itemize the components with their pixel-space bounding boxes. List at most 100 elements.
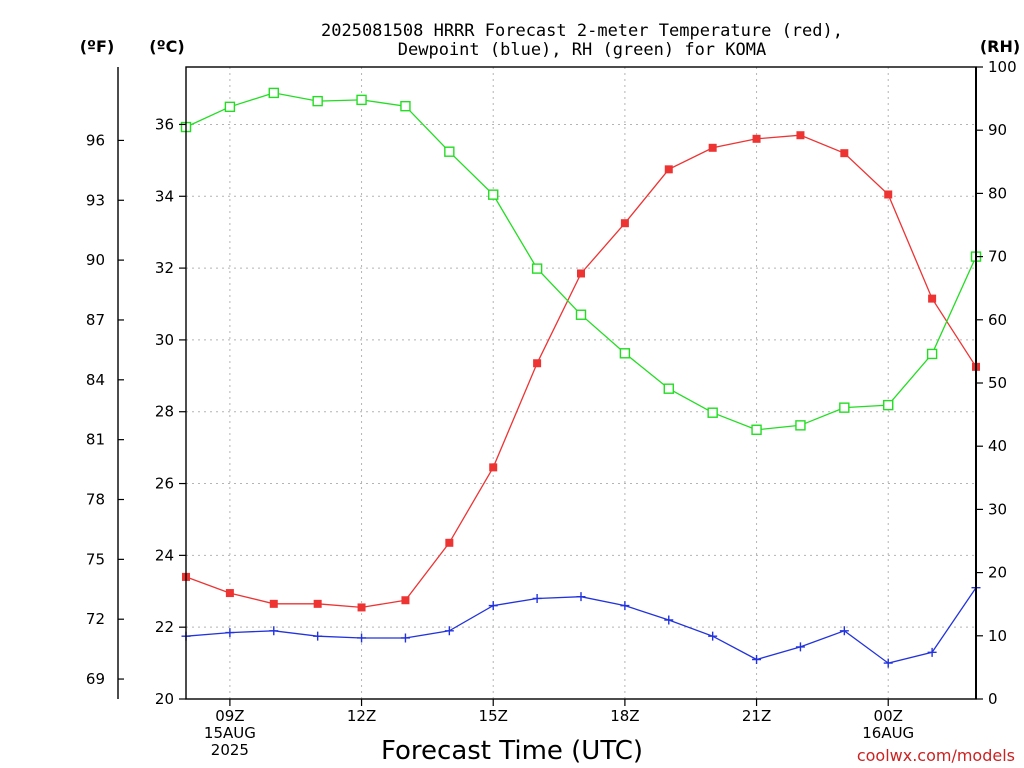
- temperature-point: [577, 269, 585, 278]
- fahrenheit-unit-label: (ºF): [80, 37, 115, 56]
- celsius-tick-label: 26: [155, 475, 174, 493]
- x-tick-label: 2025: [211, 741, 249, 759]
- x-tick-label: 15Z: [479, 707, 508, 725]
- rh-point: [444, 146, 455, 157]
- rh-tick-label: 100: [988, 58, 1017, 76]
- fahrenheit-tick-label: 75: [86, 550, 105, 568]
- celsius-tick-label: 28: [155, 403, 174, 421]
- rh-tick-label: 50: [988, 374, 1007, 392]
- celsius-tick-label: 20: [155, 690, 174, 708]
- rh-point: [488, 189, 499, 200]
- temperature-point: [664, 165, 673, 174]
- dewpoint-point: [664, 615, 674, 625]
- temperature-point: [884, 190, 893, 199]
- dewpoint-point: [883, 658, 893, 668]
- temperature-point: [752, 134, 761, 143]
- fahrenheit-tick-label: 78: [86, 491, 105, 509]
- rh-unit-label: (RH): [980, 37, 1020, 56]
- fahrenheit-tick-label: 69: [86, 670, 105, 688]
- celsius-unit-label: (ºC): [149, 37, 184, 56]
- temperature-point: [445, 538, 454, 547]
- dewpoint-point: [269, 626, 279, 636]
- rh-tick-label: 40: [988, 437, 1007, 455]
- rh-point: [356, 94, 367, 106]
- dewpoint-point: [357, 633, 367, 643]
- temperature-point: [533, 359, 542, 368]
- rh-series-line: [185, 92, 977, 431]
- fahrenheit-tick-label: 90: [86, 251, 105, 269]
- dewpoint-point: [795, 642, 805, 652]
- dewpoint-point: [400, 633, 410, 643]
- x-tick-label: 21Z: [742, 707, 771, 725]
- rh-tick-label: 0: [988, 690, 998, 708]
- fahrenheit-tick-label: 87: [86, 311, 105, 329]
- x-tick-label: 09Z: [215, 707, 244, 725]
- temperature-point: [401, 596, 410, 605]
- temperature-point: [708, 143, 717, 152]
- fahrenheit-tick-label: 72: [86, 610, 105, 628]
- rh-point: [575, 309, 587, 320]
- dewpoint-point: [839, 626, 849, 636]
- rh-point: [707, 407, 718, 418]
- dewpoint-point: [752, 655, 762, 664]
- dewpoint-point: [532, 593, 542, 603]
- rh-point: [926, 348, 938, 360]
- celsius-tick-label: 30: [155, 331, 174, 349]
- rh-point: [400, 100, 411, 112]
- rh-point: [883, 399, 894, 411]
- rh-point: [531, 263, 543, 274]
- rh-tick-label: 70: [988, 248, 1007, 266]
- x-axis-label: Forecast Time (UTC): [381, 736, 643, 766]
- rh-point: [268, 87, 279, 99]
- rh-tick-label: 80: [988, 184, 1007, 202]
- rh-point: [839, 402, 850, 413]
- celsius-tick-label: 22: [155, 618, 174, 636]
- temperature-point: [269, 599, 278, 608]
- rh-tick-label: 30: [988, 500, 1007, 518]
- rh-point: [312, 95, 323, 107]
- celsius-tick-label: 34: [155, 187, 174, 205]
- x-tick-label: 15AUG: [204, 724, 256, 742]
- rh-point: [619, 348, 631, 359]
- rh-point: [795, 420, 806, 431]
- chart-title-line-2: Dewpoint (blue), RH (green) for KOMA: [398, 40, 766, 60]
- dewpoint-point: [225, 628, 235, 638]
- dewpoint-point: [576, 592, 586, 602]
- fahrenheit-tick-label: 93: [86, 191, 105, 209]
- rh-tick-label: 10: [988, 627, 1007, 645]
- celsius-tick-label: 24: [155, 546, 174, 564]
- rh-tick-label: 60: [988, 311, 1007, 329]
- rh-tick-label: 90: [988, 121, 1007, 139]
- series-layer: [180, 87, 982, 668]
- temperature-point: [225, 589, 234, 598]
- temperature-series-line: [185, 134, 977, 609]
- x-tick-label: 12Z: [347, 707, 376, 725]
- x-tick-label: 18Z: [610, 707, 639, 725]
- fahrenheit-tick-label: 81: [86, 431, 105, 449]
- celsius-tick-label: 32: [155, 259, 174, 277]
- fahrenheit-tick-label: 96: [86, 131, 105, 149]
- rh-point: [663, 383, 674, 394]
- x-tick-label: 16AUG: [862, 724, 914, 742]
- temperature-point: [489, 463, 498, 472]
- temperature-point: [928, 294, 937, 303]
- dewpoint-point: [927, 647, 937, 657]
- x-tick-label: 00Z: [874, 707, 903, 725]
- rh-tick-label: 20: [988, 564, 1007, 582]
- temperature-point: [357, 603, 366, 612]
- rh-point: [224, 101, 236, 113]
- temperature-point: [840, 149, 849, 158]
- dewpoint-point: [620, 601, 630, 611]
- source-credit: coolwx.com/models: [857, 746, 1015, 765]
- chart-title-line-1: 2025081508 HRRR Forecast 2-meter Tempera…: [321, 21, 843, 41]
- rh-point: [751, 424, 762, 435]
- celsius-tick-label: 36: [155, 115, 174, 133]
- dewpoint-point: [488, 601, 498, 611]
- dewpoint-point: [313, 631, 323, 641]
- dewpoint-point: [708, 631, 718, 641]
- fahrenheit-tick-label: 84: [86, 371, 105, 389]
- temperature-point: [620, 219, 629, 228]
- dewpoint-point: [444, 626, 454, 636]
- temperature-point: [313, 599, 322, 608]
- axes: 20 22 24 26 28 30 32 34 36 69 72 75 78 81 84 87 90 93 96 0 1…: [86, 58, 1017, 759]
